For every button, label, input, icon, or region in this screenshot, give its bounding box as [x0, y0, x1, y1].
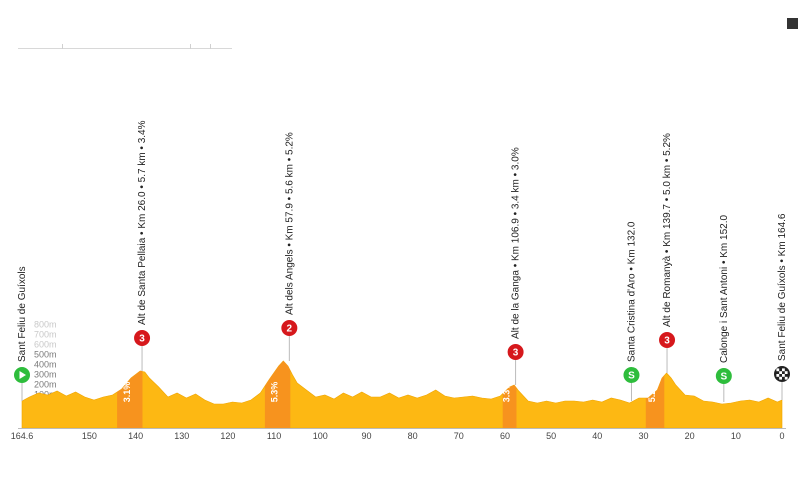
finish-flag-square — [776, 368, 780, 372]
top-divider — [18, 48, 232, 49]
climb-segment — [645, 375, 665, 428]
waypoint-label: Alt dels Angels • Km 57.9 • 5.6 km • 5.2… — [284, 132, 295, 315]
badge-text: 3 — [664, 336, 670, 347]
finish-flag-square — [779, 371, 782, 374]
top-divider-tick — [190, 44, 191, 49]
finish-flag-square — [784, 376, 788, 380]
x-tick-label: 0 — [779, 431, 784, 441]
badge-text: 3 — [139, 334, 145, 345]
x-tick-label: 80 — [408, 431, 418, 441]
climb-segment — [502, 385, 517, 428]
x-tick-label: 50 — [546, 431, 556, 441]
y-tick-label: 700m — [34, 330, 57, 340]
profile-area-layer — [21, 360, 783, 429]
sprint-badge — [623, 367, 640, 383]
x-tick-label: 110 — [267, 431, 281, 441]
y-tick-label: 800m — [34, 320, 57, 330]
x-tick-label: 100 — [313, 431, 328, 441]
climb-segment — [117, 371, 143, 428]
corner-square-icon — [787, 18, 798, 29]
waypoint-label: Sant Feliu de Guíxols — [17, 266, 28, 362]
badge-text: S — [720, 372, 727, 383]
finish-flag-square — [782, 368, 785, 372]
climb-gradient-label: 5.2% — [647, 382, 657, 403]
finish-flag-square — [784, 371, 788, 374]
waypoint-label: Alt de Santa Pellaia • Km 26.0 • 5.7 km … — [137, 120, 148, 325]
y-tick-label: 400m — [34, 360, 57, 370]
mountain-category-badge — [134, 330, 151, 346]
mountain-category-badge — [659, 332, 676, 348]
x-axis: 164.6 150 140 130 120 110 100 90 80 70 60 50 40 30 20 1… — [11, 428, 786, 441]
climb-gradient-label: 3.3% — [502, 382, 512, 403]
top-divider-tick — [210, 44, 211, 49]
waypoint-label: Alt de la Ganga • Km 106.9 • 3.4 km • 3.… — [511, 147, 522, 339]
y-tick-label: 300m — [34, 370, 57, 380]
finish-flag-square — [782, 374, 785, 377]
x-tick-label: 140 — [128, 431, 143, 441]
y-tick-label: 500m — [34, 350, 57, 360]
mountain-category-badge — [281, 320, 298, 336]
climb-gradient-label: 3.1% — [122, 382, 132, 403]
start-play-glyph — [19, 371, 26, 379]
x-tick-label: 150 — [82, 431, 97, 441]
x-tick-label: 70 — [454, 431, 464, 441]
x-tick-label: 30 — [638, 431, 648, 441]
badge-text: 2 — [287, 324, 293, 335]
x-tick-label: 20 — [685, 431, 695, 441]
y-tick-label: 200m — [34, 380, 57, 390]
waypoint-label: Sant Feliu de Guíxols • Km 164.6 — [777, 213, 788, 361]
top-divider-tick — [62, 44, 63, 49]
x-tick-label: 164.6 — [11, 431, 34, 441]
waypoint-label: Santa Cristina d'Aro • Km 132.0 — [626, 221, 637, 362]
finish-flag-square — [779, 376, 782, 380]
profile-area — [21, 360, 783, 429]
climb-gradient-label: 5.3% — [270, 382, 280, 403]
waypoint-label: Calonge i Sant Antoni • Km 152.0 — [719, 215, 730, 363]
badge-text: S — [628, 371, 635, 382]
mountain-category-badge — [507, 344, 524, 360]
x-tick-label: 120 — [220, 431, 235, 441]
badge-text: 3 — [513, 348, 519, 359]
x-tick-label: 90 — [361, 431, 371, 441]
finish-flag-square — [776, 374, 780, 377]
y-tick-label: 600m — [34, 340, 57, 350]
x-tick-label: 40 — [592, 431, 602, 441]
waypoints-layer: Sant Feliu de Guíxols 3 Alt de Santa Pella… — [14, 120, 790, 402]
x-tick-label: 130 — [174, 431, 189, 441]
x-tick-label: 10 — [731, 431, 741, 441]
climb-segments-layer: 3.1% 5.3% 3.3% 5.2% — [117, 361, 665, 428]
x-tick-label: 60 — [500, 431, 510, 441]
climb-segment — [264, 361, 291, 428]
sprint-badge — [715, 368, 732, 384]
waypoint-label: Alt de Romanyà • Km 139.7 • 5.0 km • 5.2… — [662, 133, 673, 327]
